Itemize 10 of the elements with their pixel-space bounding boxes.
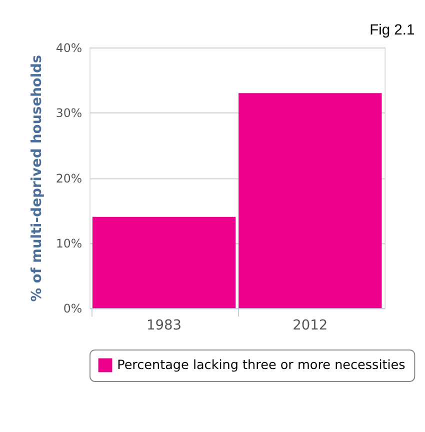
- y-tick-label: 0%: [63, 302, 82, 316]
- x-tick-label: 1983: [146, 317, 182, 334]
- y-tick-label: 10%: [56, 236, 82, 250]
- y-tick-label: 40%: [56, 40, 82, 55]
- chart-title: Fig 2.1: [370, 22, 415, 39]
- y-axis-title: % of multi-deprived households: [29, 54, 46, 302]
- x-tick-label: 2012: [292, 317, 328, 334]
- y-tick-label: 30%: [56, 106, 82, 120]
- y-tick-label: 20%: [56, 171, 82, 186]
- legend-label: Percentage lacking three or more necessities: [117, 358, 406, 374]
